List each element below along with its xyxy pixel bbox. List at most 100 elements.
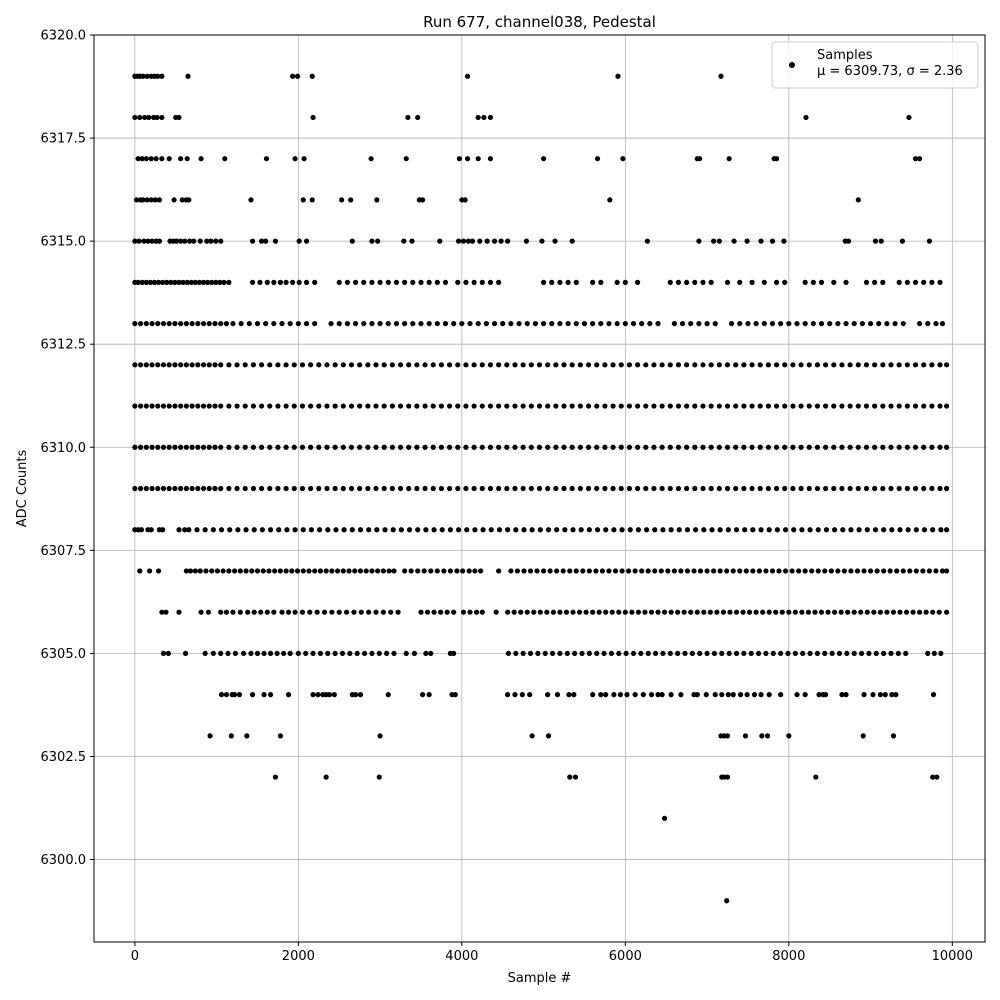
data-point <box>561 485 567 492</box>
data-point <box>803 114 809 121</box>
data-point <box>684 527 691 533</box>
data-point <box>504 362 510 368</box>
data-point <box>348 362 355 368</box>
data-point <box>620 156 626 162</box>
data-point <box>700 362 706 368</box>
data-point <box>554 527 560 533</box>
data-point <box>815 527 821 533</box>
data-point <box>434 279 440 285</box>
data-point <box>912 279 919 285</box>
data-point <box>249 279 256 285</box>
data-point <box>455 403 461 409</box>
data-point <box>741 650 747 657</box>
data-point <box>272 568 278 574</box>
data-point <box>806 362 812 368</box>
data-point <box>594 444 600 450</box>
data-point <box>402 279 408 285</box>
data-point <box>703 692 709 698</box>
data-point <box>608 650 615 657</box>
data-point <box>708 403 714 409</box>
data-point <box>178 320 184 327</box>
data-point <box>791 527 797 533</box>
data-point <box>479 485 485 492</box>
data-point <box>471 444 477 450</box>
data-point <box>189 485 195 492</box>
data-point <box>206 485 212 492</box>
data-point <box>144 73 150 79</box>
data-point <box>236 692 243 698</box>
data-point <box>323 774 329 780</box>
data-point <box>903 650 909 657</box>
data-point <box>661 609 668 615</box>
data-point <box>890 609 897 615</box>
data-point <box>866 650 872 657</box>
data-point <box>806 444 812 450</box>
data-point <box>487 444 494 450</box>
data-point <box>622 279 628 285</box>
data-point <box>373 609 379 615</box>
data-point <box>223 609 230 615</box>
data-point <box>737 692 744 698</box>
data-point <box>712 692 718 698</box>
data-point <box>317 650 324 657</box>
data-point <box>369 568 375 574</box>
data-point <box>786 609 792 615</box>
data-point <box>135 156 141 162</box>
data-point <box>192 279 198 285</box>
data-point <box>231 692 238 698</box>
data-point <box>317 568 324 574</box>
data-point <box>186 197 192 203</box>
data-point <box>896 279 902 285</box>
data-point <box>847 403 853 409</box>
data-point <box>312 279 318 285</box>
data-point <box>704 650 710 657</box>
data-point <box>926 238 933 244</box>
data-point <box>827 320 833 327</box>
data-point <box>505 692 511 698</box>
data-point <box>462 197 468 203</box>
data-point <box>258 485 265 492</box>
x-tick-label: 6000 <box>609 949 642 964</box>
data-point <box>363 568 369 574</box>
data-point <box>643 403 649 409</box>
data-point <box>635 527 642 533</box>
data-point <box>716 485 722 492</box>
data-point <box>183 403 189 409</box>
data-point <box>925 650 931 657</box>
data-point <box>557 320 563 327</box>
data-point <box>464 156 471 162</box>
data-point <box>745 320 751 327</box>
data-point <box>704 568 710 574</box>
data-point <box>701 527 707 533</box>
data-point <box>160 485 167 492</box>
data-point <box>839 444 845 450</box>
data-point <box>437 609 444 615</box>
data-point <box>244 733 250 739</box>
data-point <box>749 362 755 368</box>
data-point <box>740 609 746 615</box>
data-point <box>390 527 396 533</box>
data-point <box>340 403 346 409</box>
data-point <box>290 279 296 285</box>
data-point <box>245 609 251 615</box>
data-point <box>198 156 204 162</box>
data-point <box>369 238 375 244</box>
data-point <box>189 403 195 409</box>
data-point <box>133 197 140 203</box>
data-point <box>408 568 414 574</box>
data-point <box>921 279 927 285</box>
data-point <box>749 444 755 450</box>
legend: Samples μ = 6309.73, σ = 2.36 <box>771 41 979 89</box>
data-point <box>549 650 556 657</box>
data-point <box>357 692 364 698</box>
data-point <box>446 485 453 492</box>
data-point <box>570 609 576 615</box>
data-point <box>697 156 703 162</box>
data-point <box>750 527 756 533</box>
data-point <box>442 320 449 327</box>
data-point <box>528 444 534 450</box>
data-point <box>137 320 144 327</box>
data-point <box>329 568 335 574</box>
data-point <box>414 362 420 368</box>
data-point <box>900 568 906 574</box>
